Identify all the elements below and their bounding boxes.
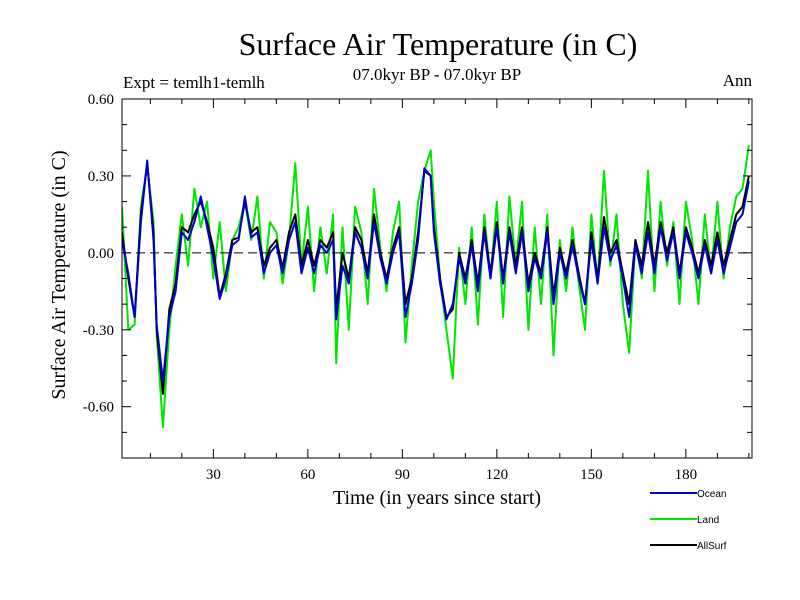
legend-label-ocean: Ocean — [697, 489, 726, 500]
x-tick-label: 30 — [206, 467, 221, 483]
y-tick-label: 0.30 — [88, 169, 114, 185]
x-tick-label: 90 — [395, 467, 410, 483]
x-tick-label: 150 — [580, 467, 603, 483]
x-tick-label: 180 — [675, 467, 698, 483]
y-tick-label: 0.00 — [88, 246, 114, 262]
series-line-land — [122, 145, 750, 429]
tick-labels: 30 60 90 120 150 180 0.60 0.30 0.00 -0.30 -0.60 — [83, 92, 697, 483]
axes-layer — [121, 98, 753, 459]
chart-subtitle-right: Ann — [723, 71, 753, 90]
y-tick-label: -0.60 — [83, 400, 114, 416]
legend-label-allsurf: AllSurf — [697, 541, 727, 552]
legend-label-land: Land — [697, 515, 719, 526]
x-axis-label: Time (in years since start) — [333, 487, 541, 509]
x-tick-label: 60 — [300, 467, 315, 483]
chart-title: Surface Air Temperature (in C) — [239, 26, 638, 62]
chart-subtitle-center: 07.0kyr BP - 07.0kyr BP — [353, 65, 521, 84]
legend: Ocean Land AllSurf — [650, 489, 727, 552]
series-line-ocean — [122, 159, 750, 383]
x-tick-label: 120 — [486, 467, 509, 483]
y-tick-label: 0.60 — [88, 92, 114, 108]
y-tick-label: -0.30 — [83, 323, 114, 339]
series-layer — [122, 145, 750, 429]
y-axis-label: Surface Air Temperature (in C) — [48, 150, 70, 399]
chart-subtitle-left: Expt = temlh1-temlh — [123, 73, 265, 92]
